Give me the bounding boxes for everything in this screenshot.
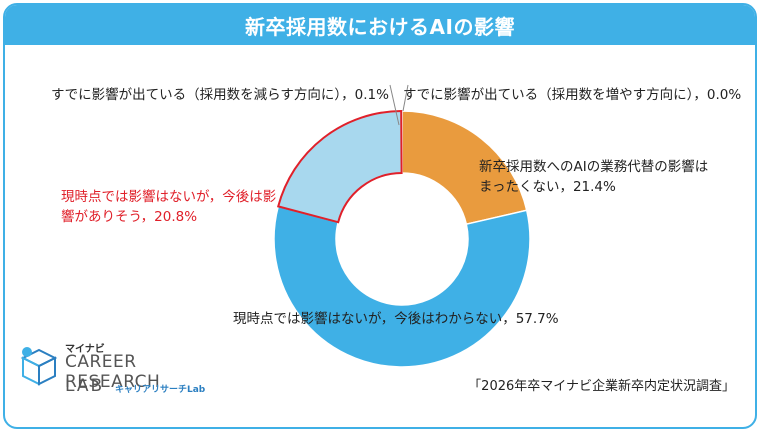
leader-line-reduce [389, 84, 400, 126]
donut-chart [273, 84, 531, 368]
label-future-impact: 現時点では影響はないが，今後は影 響がありそう，20.8% [61, 189, 277, 225]
label-no-impact: 新卒採用数へのAIの業務代替の影響は まったくない，21.4% [479, 159, 709, 195]
logo-brand-sub: キャリアリサーチLab [115, 385, 206, 395]
chart-title: 新卒採用数におけるAIの影響 [5, 5, 755, 45]
slice-highlight-outline [277, 109, 403, 224]
label-increase: すでに影響が出ている（採用数を増やす方向に），0.0% [403, 87, 742, 103]
career-research-lab-logo: マイナビ CAREER RESEARCH LAB キャリアリサーチLab [19, 340, 219, 420]
chart-frame: 新卒採用数におけるAIの影響 すでに影響が出ている（採用数を減らす方向に），0.… [3, 3, 757, 429]
source-note: 「2026年卒マイナビ企業新卒内定状況調査」 [468, 379, 735, 394]
slice-unknown [273, 205, 531, 368]
logo-brand-small: マイナビ [65, 344, 105, 355]
slice-no-impact [401, 110, 528, 226]
leader-line-increase [402, 84, 409, 112]
cube-logo-icon [20, 347, 58, 386]
logo-brand-main: CAREER RESEARCH [65, 352, 161, 392]
label-reduce: すでに影響が出ている（採用数を減らす方向に），0.1% [51, 87, 389, 103]
label-unknown: 現時点では影響はないが，今後はわからない，57.7% [233, 311, 559, 327]
logo-brand-lab: LAB [65, 376, 105, 396]
